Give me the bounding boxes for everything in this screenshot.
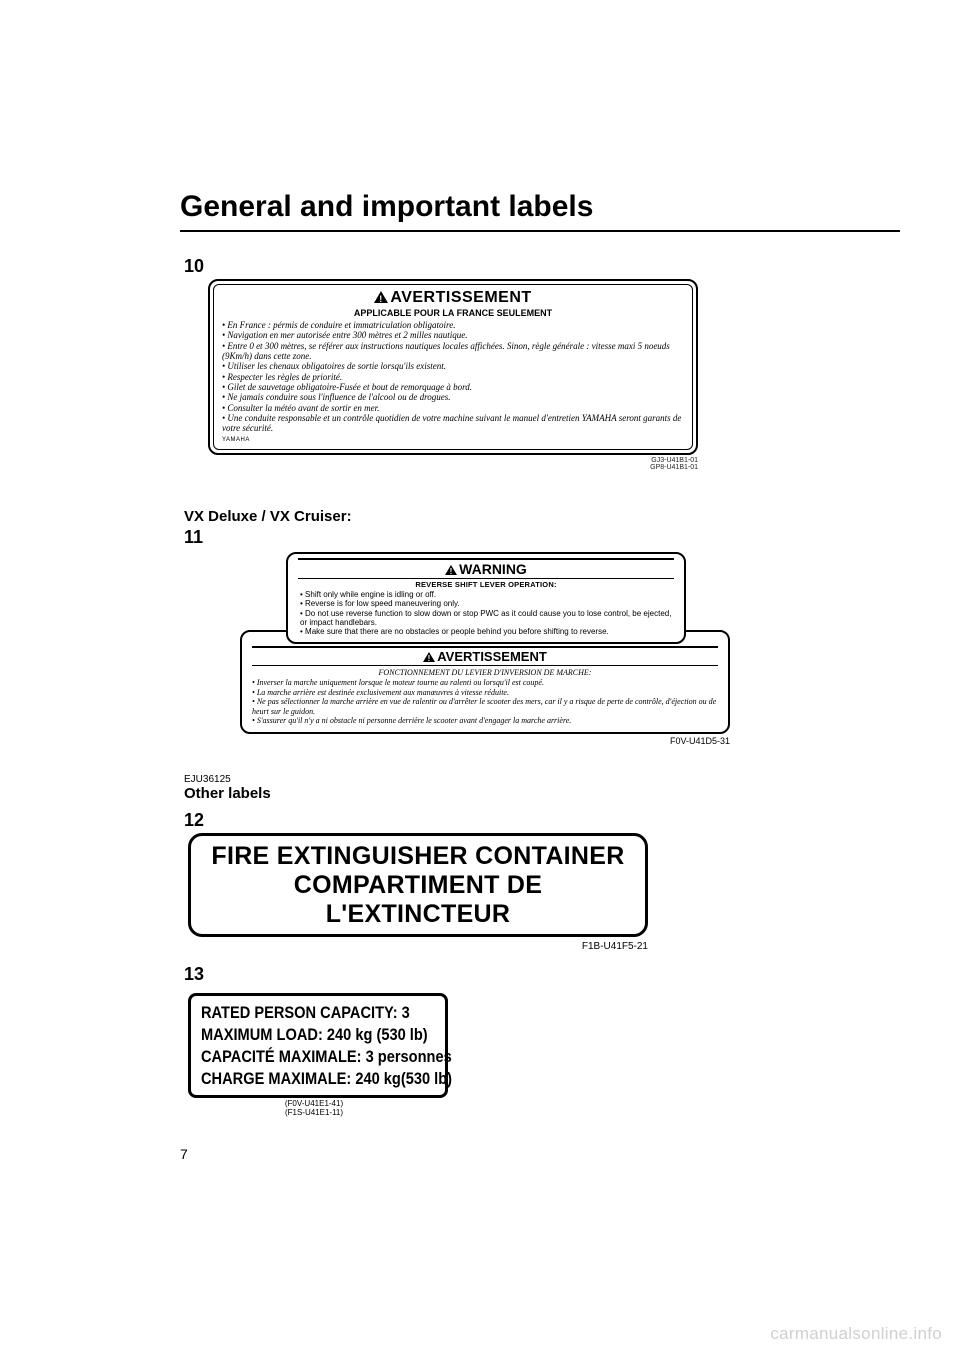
label-11-french: !AVERTISSEMENT FONCTIONNEMENT DU LEVIER … xyxy=(240,630,730,734)
svg-text:!: ! xyxy=(428,654,431,662)
label-12-code: F1B-U41F5-21 xyxy=(180,941,648,952)
label-11-en-item: Make sure that there are no obstacles or… xyxy=(298,627,674,636)
label-11-fr-item: S'assurer qu'il n'y a ni obstacle ni per… xyxy=(252,716,718,726)
label-11-en-opline: REVERSE SHIFT LEVER OPERATION: xyxy=(298,580,674,589)
label-11-en-item: Shift only while engine is idling or off… xyxy=(298,590,674,599)
label-number-11: 11 xyxy=(184,527,900,548)
label-11-english: !WARNING REVERSE SHIFT LEVER OPERATION: … xyxy=(286,552,686,644)
label-10-item: Ne jamais conduire sous l'influence de l… xyxy=(222,392,684,402)
label-10-item: En France : pérmis de conduire et immatr… xyxy=(222,320,684,330)
label-11-en-list: Shift only while engine is idling or off… xyxy=(298,590,674,636)
label-11-fr-list: Inverser la marche uniquement lorsque le… xyxy=(252,678,718,726)
svg-text:!: ! xyxy=(450,567,453,575)
label-11-fr-item: Inverser la marche uniquement lorsque le… xyxy=(252,678,718,688)
label-11-code: F0V-U41D5-31 xyxy=(240,736,730,746)
label-10-banner: !AVERTISSEMENT xyxy=(222,289,684,307)
label-11-fr-opline: FONCTIONNEMENT DU LEVIER D'INVERSION DE … xyxy=(252,668,718,677)
label-10-subtitle: APPLICABLE POUR LA FRANCE SEULEMENT xyxy=(222,308,684,318)
label-13-line1: RATED PERSON CAPACITY: 3 xyxy=(201,1002,402,1024)
label-11: !WARNING REVERSE SHIFT LEVER OPERATION: … xyxy=(240,552,730,746)
label-10-item: Respecter les règles de priorité. xyxy=(222,372,684,382)
label-13: RATED PERSON CAPACITY: 3 MAXIMUM LOAD: 2… xyxy=(188,993,448,1098)
svg-text:!: ! xyxy=(380,294,384,303)
label-11-en-item: Reverse is for low speed maneuvering onl… xyxy=(298,599,674,608)
page-number: 7 xyxy=(180,1146,188,1162)
label-number-12: 12 xyxy=(184,810,900,831)
document-page: General and important labels 10 !AVERTIS… xyxy=(0,0,960,1118)
label-12: FIRE EXTINGUISHER CONTAINER COMPARTIMENT… xyxy=(188,833,648,937)
label-10: !AVERTISSEMENT APPLICABLE POUR LA FRANCE… xyxy=(208,279,698,472)
page-title: General and important labels xyxy=(180,190,900,232)
label-13-line3: CAPACITÉ MAXIMALE: 3 personnes xyxy=(201,1046,402,1068)
label-10-list: En France : pérmis de conduire et immatr… xyxy=(222,320,684,434)
label-10-item: Entre 0 et 300 mètres, se référer aux in… xyxy=(222,341,684,362)
watermark: carmanualsonline.info xyxy=(770,1324,942,1344)
warning-triangle-icon: ! xyxy=(374,291,388,303)
warning-triangle-icon: ! xyxy=(445,565,457,575)
label-number-13: 13 xyxy=(184,964,900,985)
section-code: EJU36125 xyxy=(184,774,900,785)
label-10-item: Consulter la météo avant de sortir en me… xyxy=(222,403,684,413)
label-10-item: Utiliser les chenaux obligatoires de sor… xyxy=(222,361,684,371)
label-10-yamaha: YAMAHA xyxy=(222,437,684,443)
label-number-10: 10 xyxy=(184,256,900,277)
label-13-line2: MAXIMUM LOAD: 240 kg (530 lb) xyxy=(201,1024,402,1046)
label-10-item: Une conduite responsable et un contrôle … xyxy=(222,413,684,434)
label-11-en-banner: !WARNING xyxy=(298,558,674,579)
label-11-fr-banner: !AVERTISSEMENT xyxy=(252,646,718,666)
label-10-item: Gilet de sauvetage obligatoire-Fusée et … xyxy=(222,382,684,392)
label-11-fr-item: Ne pas sélectionner la marche arrière en… xyxy=(252,697,718,716)
label-11-en-item: Do not use reverse function to slow down… xyxy=(298,609,674,627)
label-13-codes: (F0V-U41E1-41) (F1S-U41E1-11) xyxy=(180,1100,448,1118)
other-labels-heading: Other labels xyxy=(184,785,900,802)
label-10-item: Navigation en mer autorisée entre 300 mè… xyxy=(222,330,684,340)
label-12-line1: FIRE EXTINGUISHER CONTAINER xyxy=(201,842,635,871)
label-12-line2: COMPARTIMENT DE L'EXTINCTEUR xyxy=(201,871,635,929)
warning-triangle-icon: ! xyxy=(423,652,435,662)
vx-subheading: VX Deluxe / VX Cruiser: xyxy=(184,508,900,525)
label-13-line4: CHARGE MAXIMALE: 240 kg(530 lb) xyxy=(201,1068,402,1090)
label-10-codes: GJ3-U41B1-01 GP8-U41B1-01 xyxy=(208,457,698,472)
label-11-fr-item: La marche arrière est destinée exclusive… xyxy=(252,688,718,698)
